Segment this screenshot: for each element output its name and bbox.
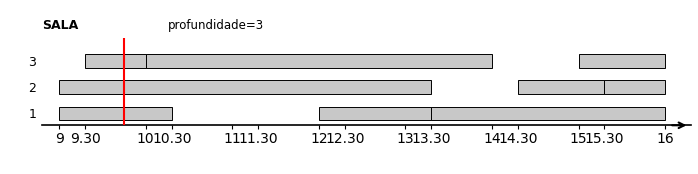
Bar (85, 54, 146, 68)
Bar (319, 106, 431, 120)
Bar (59, 106, 172, 120)
Bar (604, 80, 665, 94)
Bar (146, 54, 492, 68)
Text: profundidade=3: profundidade=3 (168, 19, 264, 32)
Bar (518, 80, 604, 94)
Bar (431, 106, 665, 120)
Bar (59, 80, 431, 94)
Text: SALA: SALA (42, 19, 78, 32)
Bar (579, 54, 665, 68)
